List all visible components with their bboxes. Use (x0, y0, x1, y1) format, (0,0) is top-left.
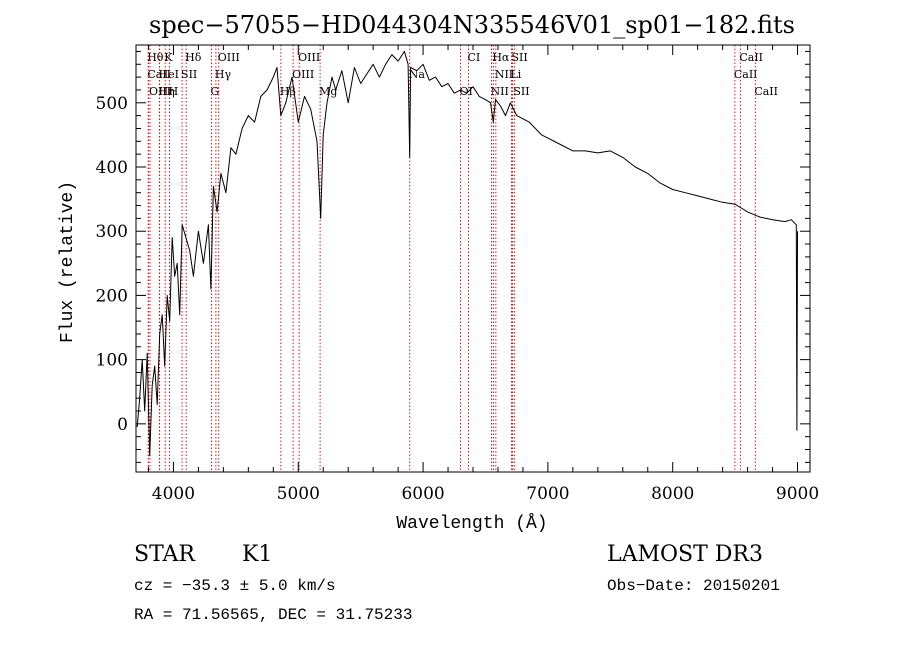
marker-label-24: SII (513, 85, 529, 98)
marker-label-10: Hγ (215, 68, 232, 81)
marker-label-14: OIII (298, 51, 320, 64)
y-tick-label: 0 (117, 415, 128, 435)
marker-label-7: SII (181, 68, 197, 81)
marker-label-9: G (211, 85, 220, 98)
chart-title: spec−57055−HD044304N335546V01_sp01−182.f… (149, 11, 795, 39)
marker-label-4: Hη (159, 85, 175, 98)
series-layer (136, 50, 798, 457)
y-tick-label: 200 (96, 286, 128, 306)
marker-label-22: SII (511, 51, 527, 64)
marker-label-0: Hθ (147, 51, 164, 64)
marker-label-3: HeI (159, 68, 179, 81)
marker-label-18: CI (468, 51, 481, 64)
marker-label-27: CaII (754, 85, 778, 98)
marker-label-8: Hδ (185, 51, 202, 64)
x-tick-label: 7000 (526, 484, 569, 504)
object-class: STAR (134, 542, 196, 567)
redshift-line: cz = −35.3 ± 5.0 km/s (134, 577, 336, 595)
marker-label-15: Mg (319, 85, 337, 98)
x-tick-label: 6000 (401, 484, 444, 504)
y-tick-label: 500 (96, 94, 128, 114)
marker-label-25: CaII (734, 68, 758, 81)
marker-label-17: OI (460, 85, 473, 98)
x-tick-label: 5000 (277, 484, 320, 504)
observation-date: Obs−Date: 20150201 (607, 577, 780, 595)
x-tick-label: 8000 (651, 484, 694, 504)
y-axis-label: Flux (relative) (58, 181, 78, 343)
marker-label-19: NII (490, 85, 508, 98)
marker-label-21: Hα (492, 51, 510, 64)
x-axis-label: Wavelength (Å) (396, 513, 547, 534)
x-tick-label: 9000 (776, 484, 819, 504)
marker-label-20: NII (495, 68, 513, 81)
marker-label-13: OIII (292, 68, 314, 81)
y-tick-label: 300 (96, 222, 128, 242)
plot-frame (135, 44, 811, 473)
marker-label-12: Hβ (280, 85, 296, 98)
survey-name: LAMOST DR3 (607, 542, 763, 567)
marker-label-23: Li (510, 68, 521, 81)
marker-label-16: Na (409, 68, 426, 81)
object-subclass: K1 (242, 542, 272, 567)
y-tick-label: 100 (96, 351, 128, 371)
marker-label-11: OIII (218, 51, 240, 64)
marker-label-26: CaII (739, 51, 763, 64)
series-line-0 (136, 50, 798, 457)
x-tick-label: 4000 (152, 484, 195, 504)
marker-label-5: K (164, 51, 173, 64)
y-tick-label: 400 (96, 158, 128, 178)
spectral-line-markers: HθCaIIOIIIHeIHηKHSIIHδGHγOIIIHβOIIIOIIIM… (147, 45, 778, 472)
marker-label-6: H (169, 85, 179, 98)
axes: 4000 5000 6000 7000 8000 9000 0 100 200 300 400 500 (96, 44, 819, 504)
coordinates: RA = 71.56565, DEC = 31.75233 (134, 606, 412, 624)
